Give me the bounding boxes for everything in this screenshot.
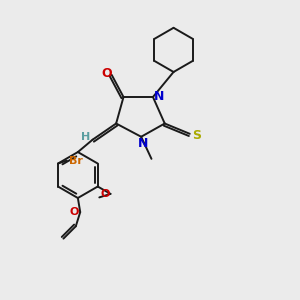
Text: Br: Br [69, 156, 82, 166]
Text: O: O [100, 189, 110, 199]
Text: H: H [81, 132, 90, 142]
Text: S: S [192, 129, 201, 142]
Text: O: O [69, 207, 78, 217]
Text: N: N [138, 137, 149, 150]
Text: O: O [101, 67, 112, 80]
Text: N: N [154, 91, 165, 103]
